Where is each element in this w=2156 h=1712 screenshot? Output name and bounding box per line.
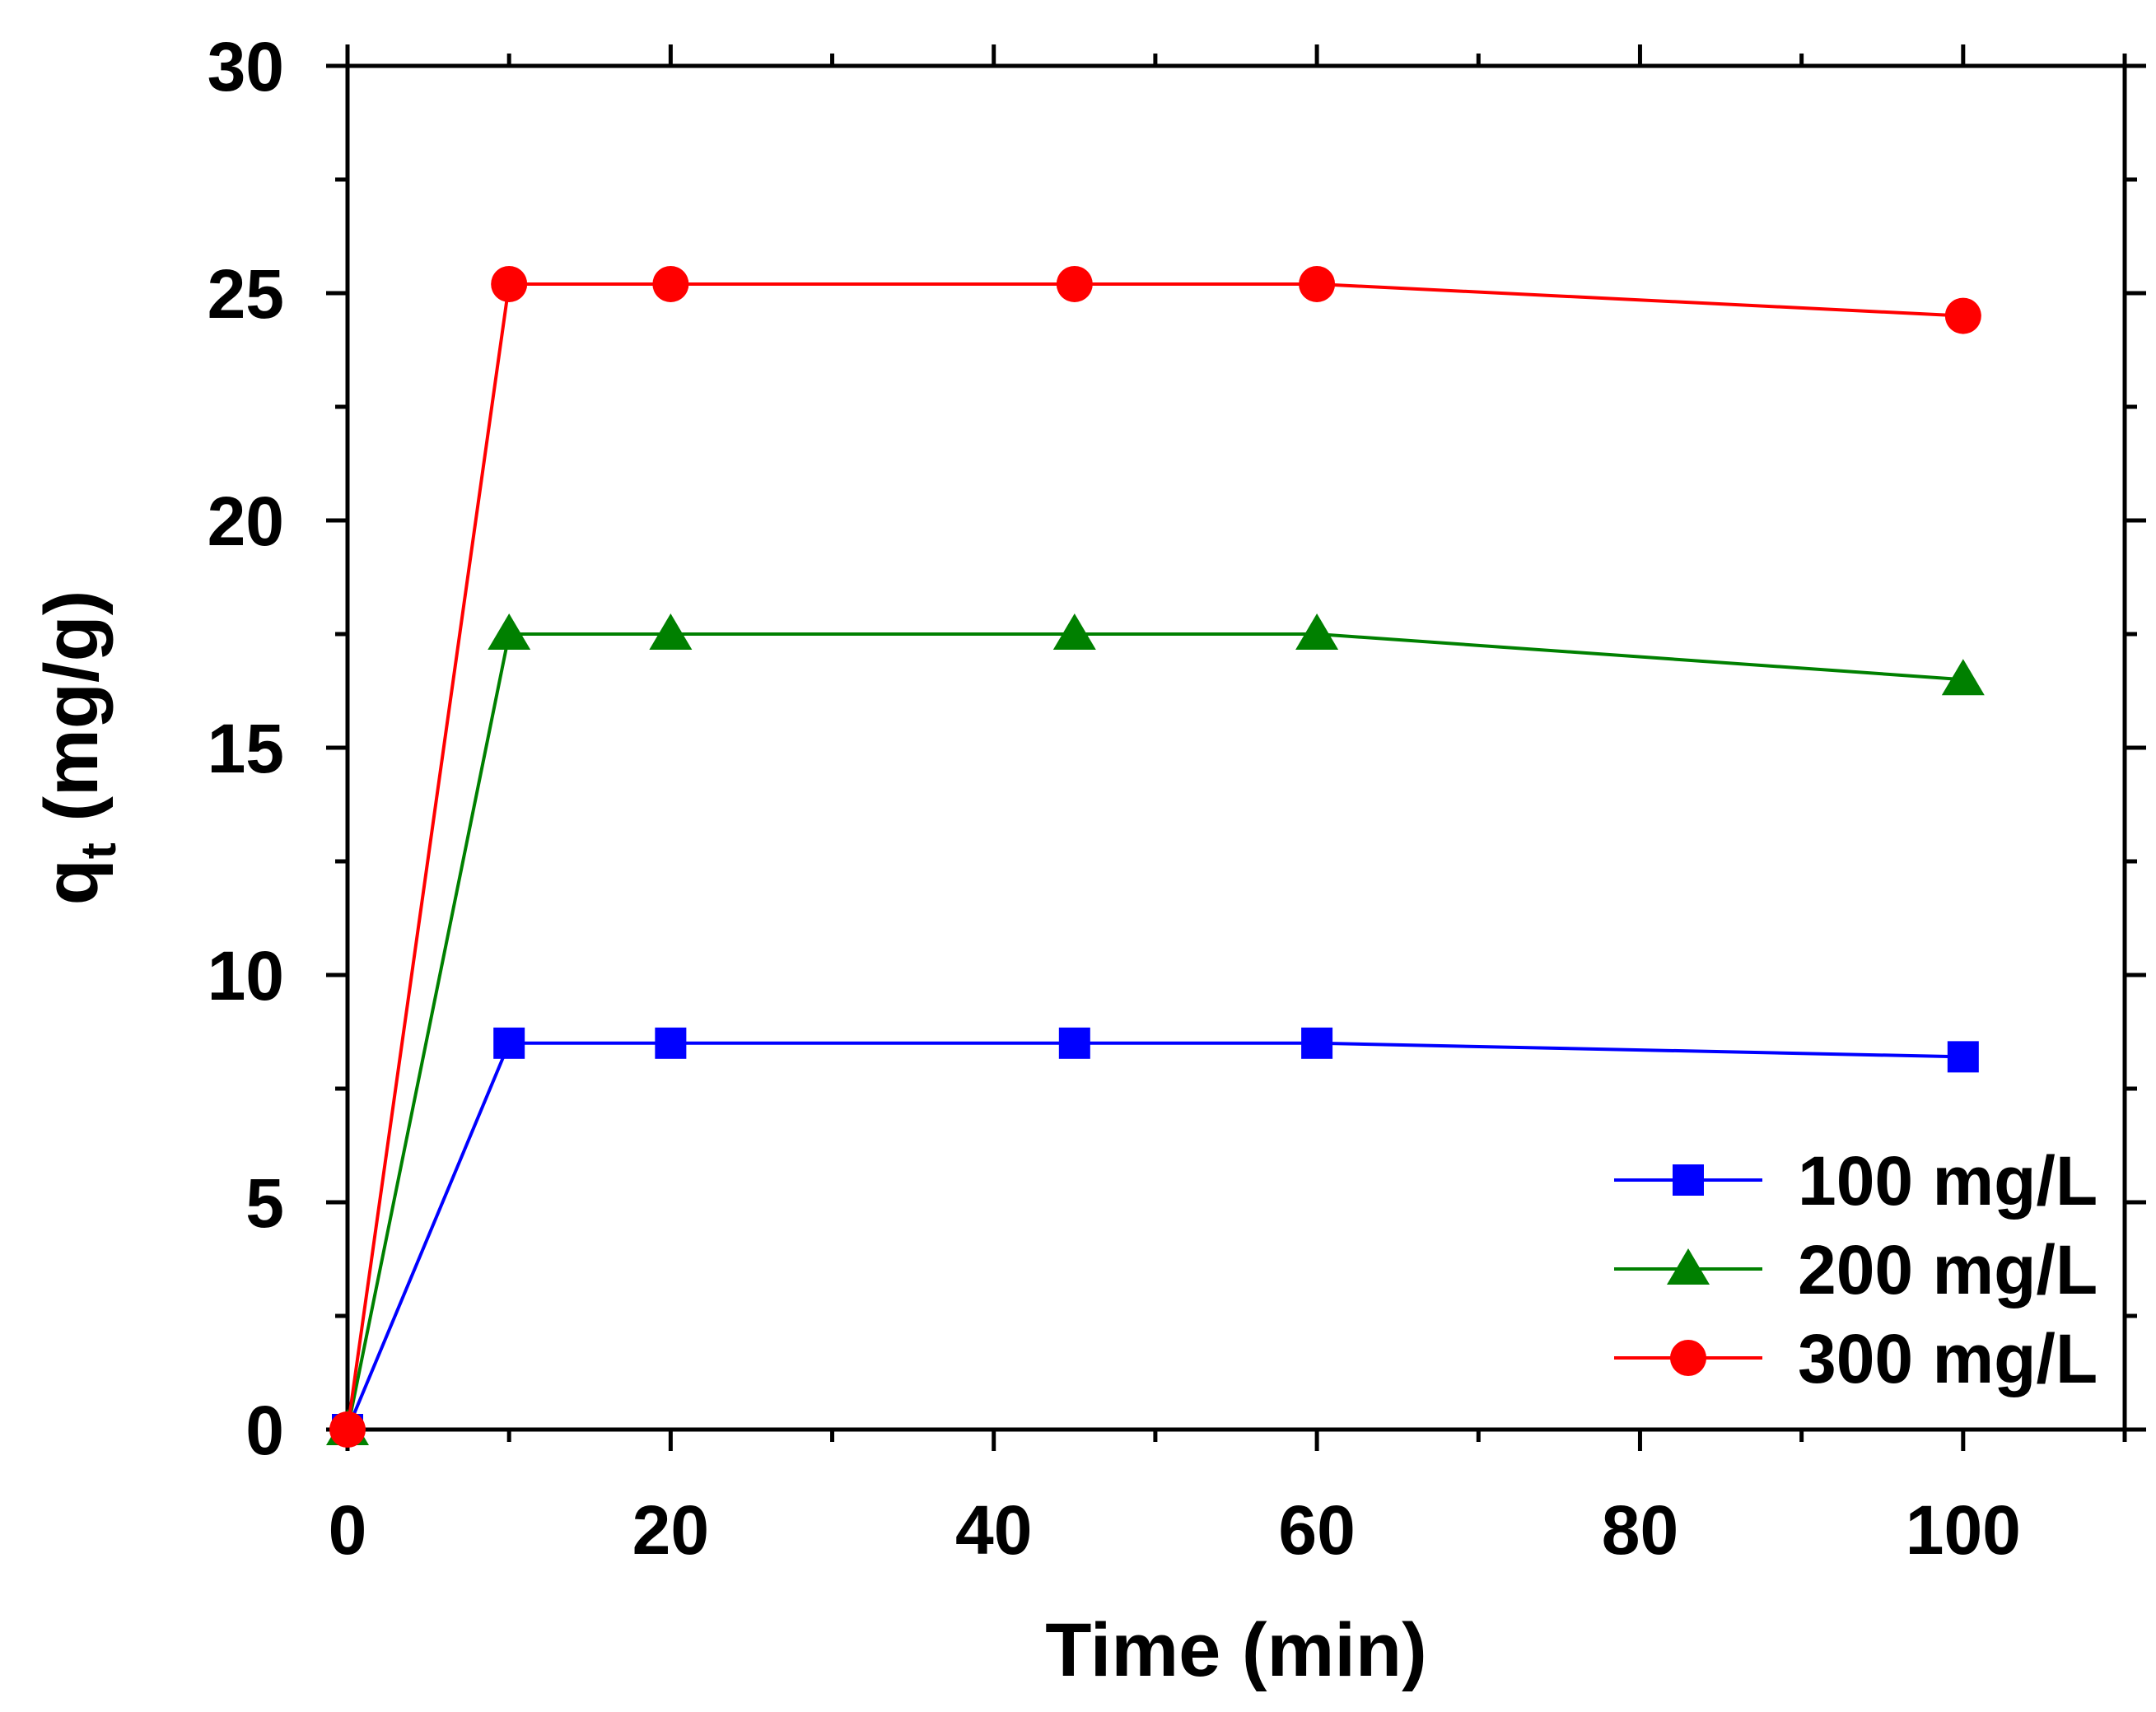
legend-label: 100 mg/L bbox=[1798, 1142, 2098, 1220]
tick-labels: 0 20 40 60 80 100 0 5 10 15 20 25 30 bbox=[208, 28, 2021, 1569]
data-point-triangle bbox=[1052, 613, 1096, 650]
y-axis-label: qt (mg/g) bbox=[30, 590, 126, 906]
legend-label: 200 mg/L bbox=[1798, 1231, 2098, 1308]
x-tick-label: 60 bbox=[1278, 1491, 1355, 1569]
data-point-square bbox=[493, 1027, 525, 1059]
data-point-triangle bbox=[1941, 659, 1985, 696]
data-point-circle bbox=[491, 265, 528, 302]
y-axis-label-subscript: t bbox=[71, 842, 126, 859]
data-point-square bbox=[1058, 1027, 1090, 1059]
series-line bbox=[346, 1041, 1963, 1430]
series-100-mg-l bbox=[332, 1027, 1979, 1445]
data-point-circle bbox=[1056, 265, 1093, 302]
series-200-mg-l bbox=[326, 613, 1985, 1445]
legend-marker-triangle bbox=[1667, 1248, 1710, 1285]
plot-frame bbox=[345, 63, 2127, 1432]
y-tick-label: 15 bbox=[208, 710, 284, 787]
data-point-circle bbox=[652, 265, 689, 302]
y-tick-label: 0 bbox=[245, 1392, 284, 1469]
x-axis-label: Time (min) bbox=[1045, 1608, 1426, 1692]
legend-item: 300 mg/L bbox=[1614, 1320, 2098, 1397]
series-line bbox=[346, 282, 1963, 1430]
data-point-circle bbox=[1944, 297, 1981, 334]
x-tick-label: 80 bbox=[1602, 1491, 1678, 1569]
data-point-square bbox=[1947, 1041, 1979, 1073]
series-group bbox=[326, 265, 1985, 1448]
x-tick-label: 100 bbox=[1906, 1491, 2021, 1569]
legend-item: 200 mg/L bbox=[1614, 1231, 2098, 1308]
y-tick-label: 25 bbox=[208, 255, 284, 333]
data-point-triangle bbox=[649, 613, 693, 650]
data-point-circle bbox=[1299, 265, 1336, 302]
data-point-square bbox=[1301, 1027, 1333, 1059]
legend: 100 mg/L 200 mg/L 300 mg/L bbox=[1614, 1142, 2098, 1397]
y-axis-label-main: q bbox=[30, 859, 114, 905]
legend-item: 100 mg/L bbox=[1614, 1142, 2098, 1220]
legend-marker-square bbox=[1673, 1164, 1704, 1196]
x-tick-label: 40 bbox=[955, 1491, 1032, 1569]
legend-marker-circle bbox=[1670, 1340, 1706, 1376]
data-point-square bbox=[655, 1027, 687, 1059]
data-point-circle bbox=[329, 1411, 366, 1448]
series-300-mg-l bbox=[329, 265, 1981, 1448]
y-tick-label: 30 bbox=[208, 28, 284, 105]
y-tick-label: 10 bbox=[208, 937, 284, 1015]
x-tick-label: 0 bbox=[329, 1491, 367, 1569]
y-axis-label-units: (mg/g) bbox=[30, 590, 114, 843]
legend-label: 300 mg/L bbox=[1798, 1320, 2098, 1397]
series-line bbox=[346, 632, 1963, 1430]
data-point-triangle bbox=[1295, 613, 1339, 650]
y-tick-label: 20 bbox=[208, 483, 284, 560]
x-tick-label: 20 bbox=[632, 1491, 709, 1569]
y-tick-label: 5 bbox=[245, 1164, 284, 1242]
data-point-triangle bbox=[488, 613, 531, 650]
